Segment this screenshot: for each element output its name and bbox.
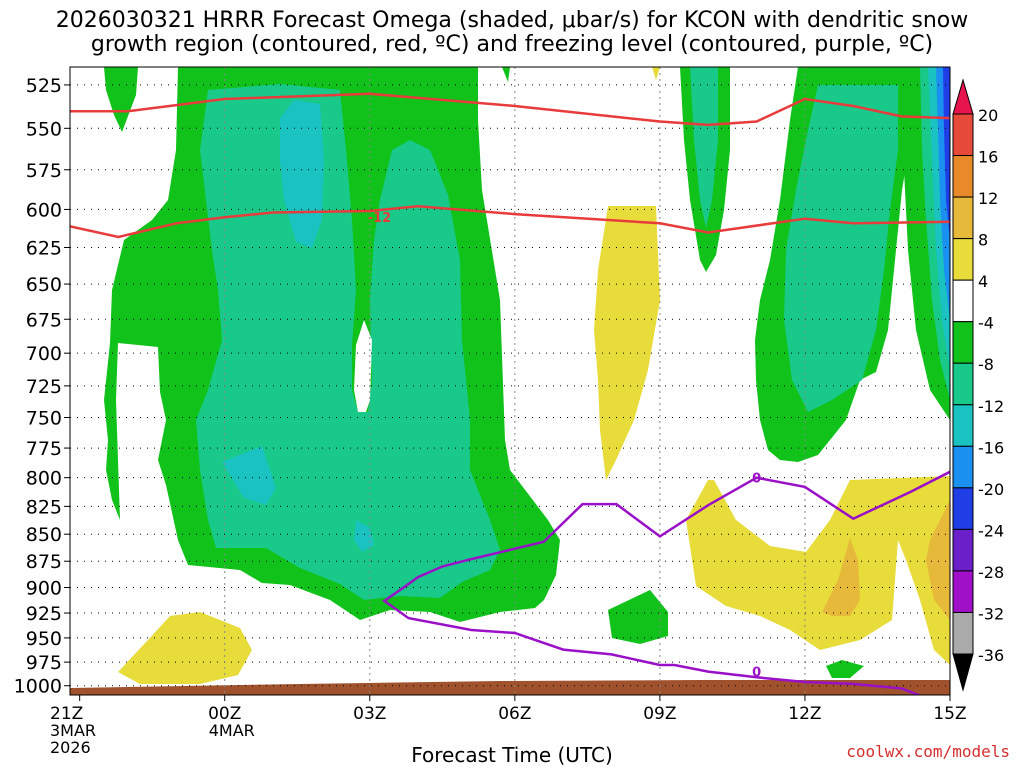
- omega-shade-darkblue: [943, 67, 950, 240]
- contour-lines: -12 0 0: [70, 92, 950, 695]
- y-tick-label: 775: [26, 438, 62, 460]
- plot-border: [69, 66, 951, 696]
- omega-shade-cyan: [222, 446, 276, 505]
- y-tick-label: 725: [26, 376, 62, 398]
- omega-shade-green: [104, 67, 138, 132]
- y-tick-label: 975: [26, 652, 62, 674]
- omega-shade-yellow: [652, 67, 660, 80]
- colorbar-label: 16: [978, 148, 998, 167]
- chart-title-line1: 2026030321 HRRR Forecast Omega (shaded, …: [55, 8, 969, 33]
- x-tick-date: 4MAR: [209, 721, 255, 740]
- colorbar-label: -4: [978, 314, 994, 333]
- omega-shade-green: [826, 660, 864, 678]
- y-tick-label: 650: [26, 274, 62, 296]
- colorbar-label: -24: [978, 521, 1004, 540]
- omega-shade-yellow: [686, 476, 950, 665]
- x-tick-date: 3MAR: [50, 721, 96, 740]
- colorbar-legend: 20 16 12 8 4 -4 -8 -12 -16 -20 -24 -28 -32 -36: [952, 78, 1004, 692]
- freezing-contour-label: 0: [752, 666, 761, 681]
- x-tick-label: 12Z: [788, 704, 821, 724]
- colorbar-label: -20: [978, 480, 1004, 499]
- x-axis-title: Forecast Time (UTC): [411, 743, 613, 767]
- colorbar-box: [952, 321, 974, 364]
- x-tick-label: 21Z: [50, 704, 83, 724]
- colorbar-label: 8: [978, 231, 988, 250]
- colorbar-box: [952, 238, 974, 281]
- colorbar-box: [952, 445, 974, 489]
- colorbar-label: -32: [978, 604, 1004, 623]
- y-tick-label: 625: [26, 237, 62, 259]
- freezing-level-contour: [382, 557, 922, 695]
- x-tick-label: 03Z: [353, 704, 386, 724]
- colorbar-label: -12: [978, 397, 1004, 416]
- freezing-contour-label: 0: [752, 472, 761, 487]
- dgz-contour-label: -12: [368, 211, 392, 226]
- y-tick-label: 875: [26, 551, 62, 573]
- x-tick-year: 2026: [50, 738, 91, 757]
- colorbar-label: -36: [978, 646, 1004, 665]
- colorbar-label: 12: [978, 189, 998, 208]
- colorbar-box: [952, 528, 974, 572]
- plot-area: [70, 67, 950, 695]
- colorbar-box: [952, 611, 974, 655]
- colorbar-box: [952, 362, 974, 406]
- terrain-ground: [70, 680, 950, 695]
- y-tick-label: 850: [26, 524, 62, 546]
- omega-shade-teal: [784, 85, 898, 412]
- dgz-contour-top: [70, 92, 950, 127]
- x-tick-label: 00Z: [208, 704, 241, 724]
- y-tick-label: 575: [26, 160, 62, 182]
- colorbar-label: 20: [978, 106, 998, 125]
- omega-shade-green: [608, 590, 668, 644]
- colorbar-box: [952, 196, 974, 240]
- y-tick-label: 925: [26, 603, 62, 625]
- x-tick-label: 15Z: [933, 704, 966, 724]
- x-tick-label: 09Z: [643, 704, 676, 724]
- credit-link[interactable]: coolwx.com/models: [846, 742, 1010, 761]
- y-tick-label: 825: [26, 496, 62, 518]
- y-tick-label: 525: [26, 75, 62, 97]
- y-axis: 525 550 575 600 625 650 675 700 725 750 775 800 825 8…: [14, 75, 70, 698]
- colorbar-box: [952, 279, 974, 323]
- colorbar-box: [952, 155, 974, 198]
- omega-shade-yellow: [594, 206, 660, 480]
- omega-shade-orange: [926, 500, 950, 620]
- freezing-level-contour-upper: [471, 470, 950, 561]
- y-tick-label: 675: [26, 309, 62, 331]
- y-tick-label: 700: [26, 343, 62, 365]
- colorbar-box: [952, 570, 974, 613]
- grid-lines: [70, 67, 950, 695]
- colorbar-label: 4: [978, 272, 988, 291]
- y-tick-label: 950: [26, 628, 62, 650]
- colorbar-bottom-arrow: [952, 653, 974, 692]
- colorbar-box: [952, 487, 974, 530]
- colorbar-label: -16: [978, 438, 1004, 457]
- omega-shade-green: [502, 67, 510, 82]
- y-tick-label: 600: [26, 199, 62, 221]
- y-tick-label: 750: [26, 407, 62, 429]
- colorbar-box: [952, 113, 974, 157]
- colorbar-box: [952, 404, 974, 447]
- y-tick-label: 800: [26, 468, 62, 490]
- x-tick-label: 06Z: [498, 704, 531, 724]
- colorbar-top-arrow: [952, 78, 974, 115]
- colorbar-label: -28: [978, 563, 1004, 582]
- omega-shade-cyan: [354, 520, 374, 552]
- omega-shade-orange: [822, 538, 860, 616]
- omega-shade-white: [354, 320, 372, 412]
- y-tick-label: 900: [26, 577, 62, 599]
- omega-shade-yellow: [118, 612, 252, 684]
- dgz-contour-bottom: [70, 205, 950, 239]
- y-tick-label: 550: [26, 118, 62, 140]
- y-tick-label: 1000: [14, 676, 62, 698]
- chart-title-line2: growth region (contoured, red, ºC) and f…: [90, 32, 934, 57]
- omega-shade-teal: [690, 67, 718, 228]
- colorbar-label: -8: [978, 355, 994, 374]
- omega-shading: [104, 67, 950, 684]
